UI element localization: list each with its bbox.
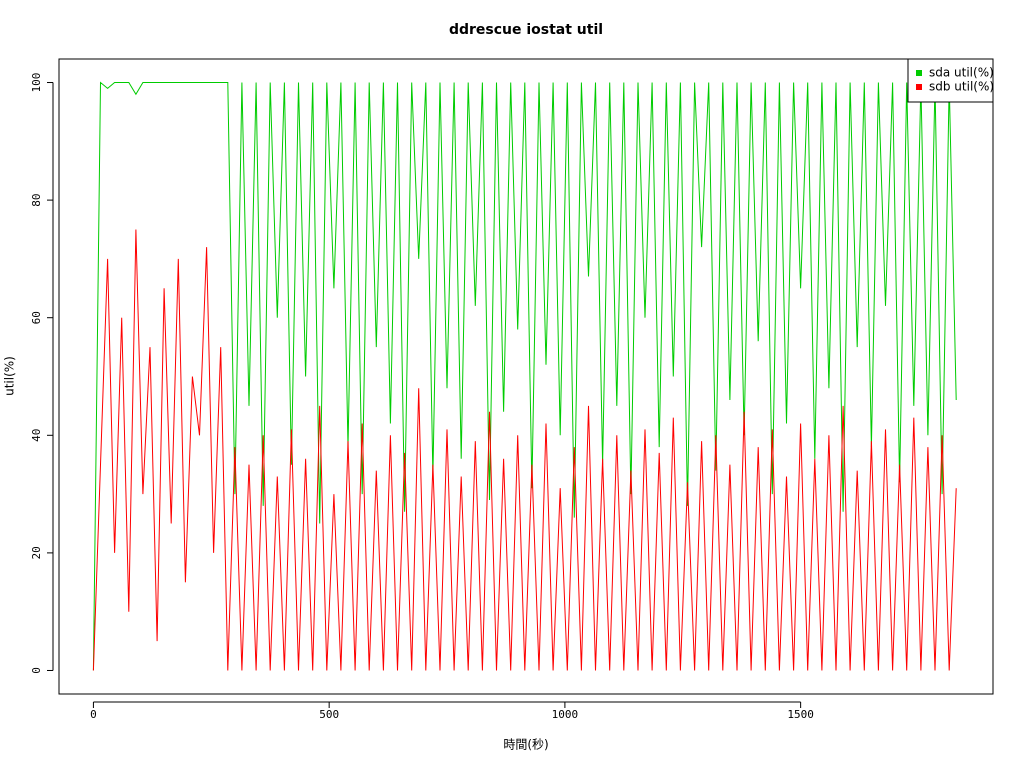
chart-title: ddrescue iostat util bbox=[449, 22, 603, 38]
y-tick-label: 20 bbox=[30, 546, 43, 559]
plot-area bbox=[92, 81, 957, 671]
series-line bbox=[92, 81, 957, 671]
x-axis-label: 時間(秒) bbox=[503, 738, 548, 752]
x-tick-label: 500 bbox=[319, 708, 339, 721]
y-axis-label: util(%) bbox=[3, 356, 17, 396]
y-tick-label: 40 bbox=[30, 429, 43, 442]
x-tick-label: 1000 bbox=[552, 708, 579, 721]
x-tick-label: 1500 bbox=[787, 708, 814, 721]
legend-label: sdb util(%) bbox=[929, 80, 994, 94]
legend-swatch bbox=[916, 70, 922, 76]
x-tick-label: 0 bbox=[90, 708, 97, 721]
series-line bbox=[92, 229, 957, 671]
y-tick-label: 60 bbox=[30, 311, 43, 324]
plot-frame bbox=[58, 58, 994, 695]
legend-box bbox=[907, 58, 994, 103]
y-tick-label: 100 bbox=[30, 73, 43, 93]
y-tick-label: 80 bbox=[30, 193, 43, 206]
legend-swatch bbox=[916, 84, 922, 90]
y-tick-label: 0 bbox=[30, 667, 43, 674]
legend-label: sda util(%) bbox=[929, 66, 994, 80]
